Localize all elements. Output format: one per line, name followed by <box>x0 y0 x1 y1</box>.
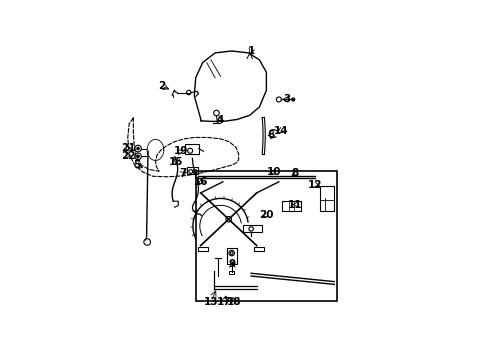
Text: 4: 4 <box>217 115 224 125</box>
Text: 6: 6 <box>268 130 275 140</box>
Bar <box>243 225 262 232</box>
Text: 16: 16 <box>194 177 208 187</box>
Bar <box>187 167 198 174</box>
Text: 9: 9 <box>229 258 236 269</box>
Text: 3: 3 <box>284 94 291 104</box>
Text: 14: 14 <box>274 126 289 135</box>
Bar <box>282 201 301 211</box>
Text: 18: 18 <box>227 297 241 307</box>
Bar <box>185 144 199 154</box>
Text: 5: 5 <box>133 160 141 170</box>
Text: 7: 7 <box>179 168 187 179</box>
Bar <box>320 186 334 211</box>
Circle shape <box>292 98 294 101</box>
Bar <box>254 247 265 251</box>
Bar <box>196 171 337 301</box>
Text: 21: 21 <box>122 143 136 153</box>
Bar <box>227 248 237 264</box>
Text: 13: 13 <box>204 297 218 307</box>
Text: 1: 1 <box>247 46 255 56</box>
Text: 8: 8 <box>292 168 299 179</box>
Text: 2: 2 <box>158 81 166 91</box>
Text: 20: 20 <box>259 210 274 220</box>
Circle shape <box>137 148 139 150</box>
Text: 15: 15 <box>169 157 184 167</box>
Text: 22: 22 <box>122 151 136 161</box>
Text: 17: 17 <box>217 297 231 307</box>
Circle shape <box>137 155 139 157</box>
Bar <box>229 271 235 274</box>
Text: 19: 19 <box>174 146 189 156</box>
Bar <box>198 247 208 251</box>
Text: 12: 12 <box>308 180 322 190</box>
Text: 10: 10 <box>267 167 281 177</box>
Text: 11: 11 <box>288 199 303 210</box>
